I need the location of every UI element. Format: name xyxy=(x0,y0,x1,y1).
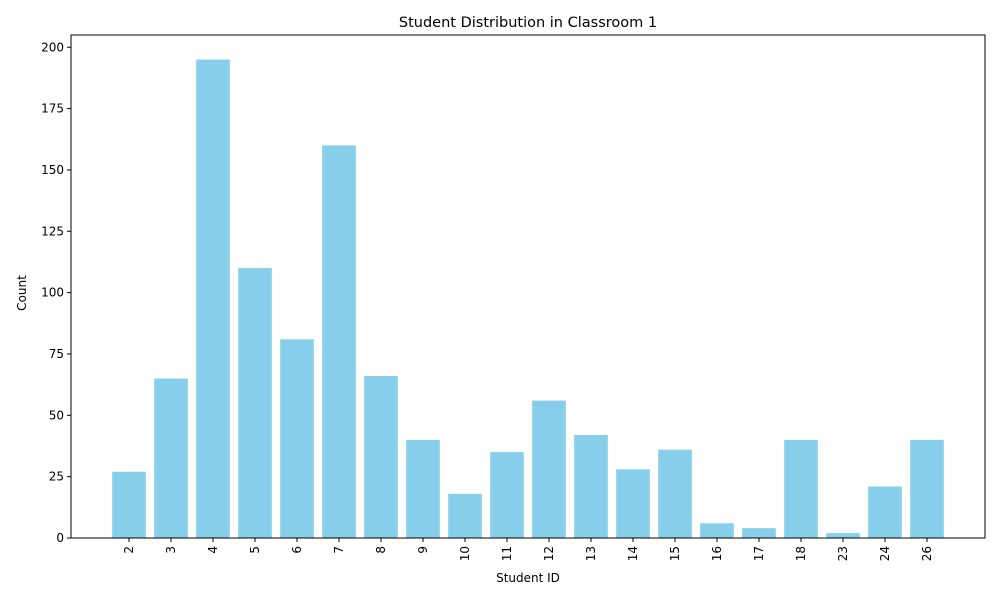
bar-23 xyxy=(826,533,860,538)
x-tick-label: 14 xyxy=(626,546,640,561)
x-tick-label: 3 xyxy=(164,546,178,554)
bar-8 xyxy=(364,376,398,538)
bar-6 xyxy=(280,339,314,538)
bar-2 xyxy=(112,471,146,538)
y-tick-label: 25 xyxy=(49,470,64,484)
x-tick-label: 8 xyxy=(374,546,388,554)
x-tick-label: 18 xyxy=(794,546,808,561)
bar-4 xyxy=(196,59,230,538)
y-tick-label: 150 xyxy=(41,163,64,177)
x-tick-label: 15 xyxy=(668,546,682,561)
bar-24 xyxy=(868,486,902,538)
bar-13 xyxy=(574,434,608,538)
bar-5 xyxy=(238,268,272,538)
bar-18 xyxy=(784,439,818,538)
bar-15 xyxy=(658,449,692,538)
y-tick-label: 200 xyxy=(41,40,64,54)
bar-11 xyxy=(490,452,524,538)
x-tick-label: 2 xyxy=(122,546,136,554)
x-tick-label: 17 xyxy=(752,546,766,561)
bar-3 xyxy=(154,378,188,538)
bar-12 xyxy=(532,400,566,538)
y-tick-label: 75 xyxy=(49,347,64,361)
y-axis-label: Count xyxy=(15,275,29,311)
bar-17 xyxy=(742,528,776,538)
x-tick-label: 6 xyxy=(290,546,304,554)
bar-10 xyxy=(448,493,482,538)
x-tick-label: 10 xyxy=(458,546,472,561)
bar-26 xyxy=(910,439,944,538)
bar-14 xyxy=(616,469,650,538)
y-tick-label: 125 xyxy=(41,224,64,238)
chart-title: Student Distribution in Classroom 1 xyxy=(399,15,657,31)
x-tick-label: 4 xyxy=(206,546,220,554)
y-tick-label: 0 xyxy=(56,531,64,545)
x-tick-label: 7 xyxy=(332,546,346,554)
x-tick-label: 24 xyxy=(878,546,892,561)
y-tick-label: 100 xyxy=(41,286,64,300)
x-tick-label: 9 xyxy=(416,546,430,554)
y-tick-label: 175 xyxy=(41,102,64,116)
x-tick-label: 23 xyxy=(836,546,850,561)
axes-frame xyxy=(70,34,986,539)
x-axis-label: Student ID xyxy=(496,571,560,585)
x-tick-label: 13 xyxy=(584,546,598,561)
y-tick-label: 50 xyxy=(49,408,64,422)
bar-16 xyxy=(700,523,734,538)
bar-9 xyxy=(406,439,440,538)
bar-7 xyxy=(322,145,356,538)
x-tick-label: 12 xyxy=(542,546,556,561)
x-tick-label: 26 xyxy=(920,546,934,561)
x-tick-label: 11 xyxy=(500,546,514,561)
x-tick-label: 5 xyxy=(248,546,262,554)
x-tick-label: 16 xyxy=(710,546,724,561)
